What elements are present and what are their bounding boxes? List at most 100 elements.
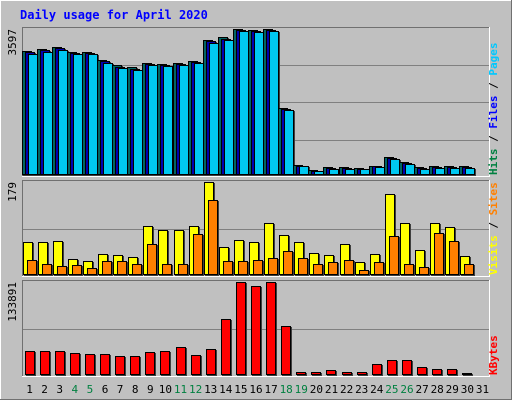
bar-kbytes-day-8 bbox=[130, 356, 140, 375]
x-tick-label-day-27: 27 bbox=[415, 383, 428, 396]
panel-1: 3597 Hits / Files / Pages bbox=[6, 27, 500, 177]
bar-pages-day-15 bbox=[239, 31, 249, 175]
bar-sites-day-29 bbox=[449, 241, 459, 275]
x-tick-label-day-22: 22 bbox=[340, 383, 353, 396]
legend-labels: Hits / Files / Pages bbox=[487, 43, 500, 176]
bar-pages-day-4 bbox=[73, 54, 83, 175]
x-tick-label-day-21: 21 bbox=[325, 383, 338, 396]
bar-pages-day-8 bbox=[133, 70, 143, 175]
bar-pages-day-19 bbox=[299, 166, 309, 175]
x-tick-label-day-17: 17 bbox=[264, 383, 277, 396]
bar-kbytes-day-5 bbox=[85, 354, 95, 375]
bar-sites-day-20 bbox=[313, 264, 323, 275]
legend-separator: / bbox=[487, 129, 500, 149]
bar-kbytes-day-11 bbox=[176, 347, 186, 375]
chart-panels: 3597 Hits / Files / Pages 179 Visits / Site… bbox=[6, 27, 500, 377]
bar-kbytes-day-9 bbox=[145, 352, 155, 375]
y-max-label: 3597 bbox=[6, 29, 19, 56]
legend-visits: Visits bbox=[487, 235, 500, 275]
bar-kbytes-day-17 bbox=[266, 282, 276, 375]
bar-pages-day-18 bbox=[284, 110, 294, 175]
bar-sites-day-6 bbox=[102, 261, 112, 275]
bar-pages-day-28 bbox=[435, 168, 445, 175]
legend-sites: Sites bbox=[487, 182, 500, 215]
bar-pages-day-24 bbox=[375, 167, 385, 175]
bar-kbytes-day-23 bbox=[357, 372, 367, 375]
bar-pages-day-20 bbox=[314, 171, 324, 175]
bar-pages-day-13 bbox=[209, 43, 219, 175]
bar-kbytes-day-15 bbox=[236, 282, 246, 375]
bar-kbytes-day-20 bbox=[311, 372, 321, 375]
bar-kbytes-day-24 bbox=[372, 364, 382, 375]
bar-pages-day-11 bbox=[179, 65, 189, 175]
x-tick-label-day-2: 2 bbox=[41, 383, 48, 396]
bar-kbytes-day-27 bbox=[417, 367, 427, 375]
legend-files: Files bbox=[487, 96, 500, 129]
bar-sites-day-7 bbox=[117, 261, 127, 275]
x-tick-label-day-4: 4 bbox=[71, 383, 78, 396]
bar-kbytes-day-19 bbox=[296, 372, 306, 375]
x-tick-label-day-24: 24 bbox=[370, 383, 384, 396]
bar-kbytes-day-18 bbox=[281, 326, 291, 375]
bar-kbytes-day-14 bbox=[221, 319, 231, 375]
bar-pages-day-2 bbox=[43, 52, 53, 175]
x-tick-label-day-5: 5 bbox=[87, 383, 94, 396]
x-tick-label-day-1: 1 bbox=[26, 383, 33, 396]
bar-kbytes-day-29 bbox=[447, 369, 457, 375]
bar-sites-day-16 bbox=[253, 260, 263, 275]
bar-sites-day-12 bbox=[193, 234, 203, 275]
bar-kbytes-day-4 bbox=[70, 353, 80, 375]
bar-sites-day-3 bbox=[57, 266, 67, 275]
bar-pages-day-1 bbox=[28, 54, 38, 175]
bar-sites-day-15 bbox=[238, 261, 248, 275]
bar-kbytes-day-3 bbox=[55, 351, 65, 375]
bar-sites-day-4 bbox=[72, 265, 82, 275]
bar-pages-day-27 bbox=[420, 169, 430, 175]
bar-sites-day-23 bbox=[359, 270, 369, 275]
bar-pages-day-22 bbox=[345, 169, 355, 175]
bar-sites-day-27 bbox=[419, 267, 429, 275]
bar-pages-day-16 bbox=[254, 32, 264, 175]
x-tick-label-day-11: 11 bbox=[174, 383, 187, 396]
bar-sites-day-5 bbox=[87, 268, 97, 275]
bar-kbytes-day-26 bbox=[402, 360, 412, 375]
x-tick-label-day-29: 29 bbox=[446, 383, 459, 396]
x-tick-label-day-15: 15 bbox=[234, 383, 247, 396]
bar-kbytes-day-30 bbox=[462, 373, 472, 375]
chart-title: Daily usage for April 2020 bbox=[20, 8, 208, 22]
x-tick-label-day-13: 13 bbox=[204, 383, 217, 396]
bar-kbytes-day-6 bbox=[100, 354, 110, 375]
bar-sites-day-10 bbox=[162, 264, 172, 275]
bar-pages-day-26 bbox=[405, 164, 415, 175]
bar-kbytes-day-1 bbox=[25, 351, 35, 375]
bar-pages-day-23 bbox=[360, 169, 370, 175]
bar-pages-day-17 bbox=[269, 31, 279, 175]
x-tick-label-day-8: 8 bbox=[132, 383, 139, 396]
bar-sites-day-1 bbox=[27, 260, 37, 275]
bar-kbytes-day-2 bbox=[40, 351, 50, 375]
bar-kbytes-day-16 bbox=[251, 286, 261, 375]
legend-labels: Visits / Sites bbox=[487, 182, 500, 275]
bar-pages-day-10 bbox=[163, 66, 173, 175]
bar-sites-day-25 bbox=[389, 236, 399, 275]
bar-pages-day-14 bbox=[224, 40, 234, 175]
bar-pages-day-9 bbox=[148, 65, 158, 175]
bar-kbytes-day-12 bbox=[191, 355, 201, 375]
legend-separator: / bbox=[487, 215, 500, 235]
bar-pages-day-25 bbox=[390, 159, 400, 175]
bar-pages-day-7 bbox=[118, 68, 128, 175]
legend-labels: KBytes bbox=[487, 335, 500, 375]
legend-pages: Pages bbox=[487, 43, 500, 76]
x-tick-label-day-26: 26 bbox=[400, 383, 413, 396]
bar-kbytes-day-13 bbox=[206, 349, 216, 375]
x-tick-label-day-30: 30 bbox=[461, 383, 474, 396]
bar-sites-day-8 bbox=[132, 264, 142, 275]
bar-kbytes-day-28 bbox=[432, 369, 442, 375]
x-tick-label-day-16: 16 bbox=[249, 383, 262, 396]
bar-pages-day-5 bbox=[88, 54, 98, 175]
bar-pages-day-21 bbox=[329, 169, 339, 175]
x-tick-label-day-7: 7 bbox=[117, 383, 124, 396]
x-tick-label-day-19: 19 bbox=[295, 383, 308, 396]
x-tick-label-day-28: 28 bbox=[431, 383, 444, 396]
bar-pages-day-6 bbox=[103, 63, 113, 175]
